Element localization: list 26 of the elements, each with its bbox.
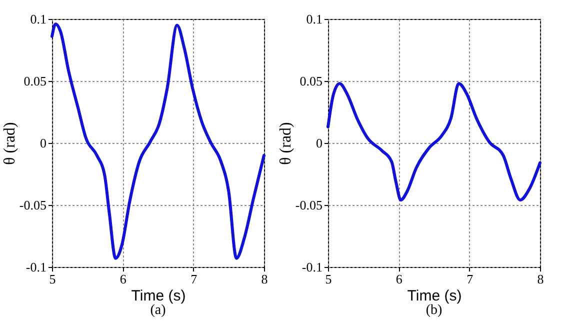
y-axis-title: θ (rad)	[1, 122, 18, 165]
y-tick-label: -0.1	[26, 260, 46, 274]
x-axis-title: Time (s)	[131, 288, 186, 304]
x-tick-label: 5	[325, 272, 332, 286]
y-tick-label: -0.05	[295, 198, 322, 212]
x-tick-label: 8	[261, 272, 268, 286]
y-tick-label: 0.1	[30, 12, 46, 26]
y-tick-label: 0	[40, 136, 46, 150]
y-tick-label: -0.1	[302, 260, 322, 274]
x-tick-label: 7	[466, 272, 474, 286]
x-tick-label: 6	[120, 272, 127, 286]
x-axis-title: Time (s)	[407, 288, 462, 304]
y-axis-title: θ (rad)	[277, 122, 294, 165]
x-tick-label: 5	[49, 272, 56, 286]
y-tick-label: 0	[316, 136, 322, 150]
x-tick-label: 7	[190, 272, 198, 286]
y-tick-label: -0.05	[19, 198, 46, 212]
text: (b)	[426, 303, 442, 318]
line-series	[326, 82, 542, 202]
x-tick-label: 8	[537, 272, 544, 286]
y-tick-label: 0.05	[300, 74, 322, 88]
x-tick-label: 6	[396, 272, 403, 286]
y-tick-label: 0.1	[306, 12, 322, 26]
line-series	[50, 22, 266, 260]
text: (a)	[150, 303, 166, 318]
y-tick-label: 0.05	[24, 74, 46, 88]
